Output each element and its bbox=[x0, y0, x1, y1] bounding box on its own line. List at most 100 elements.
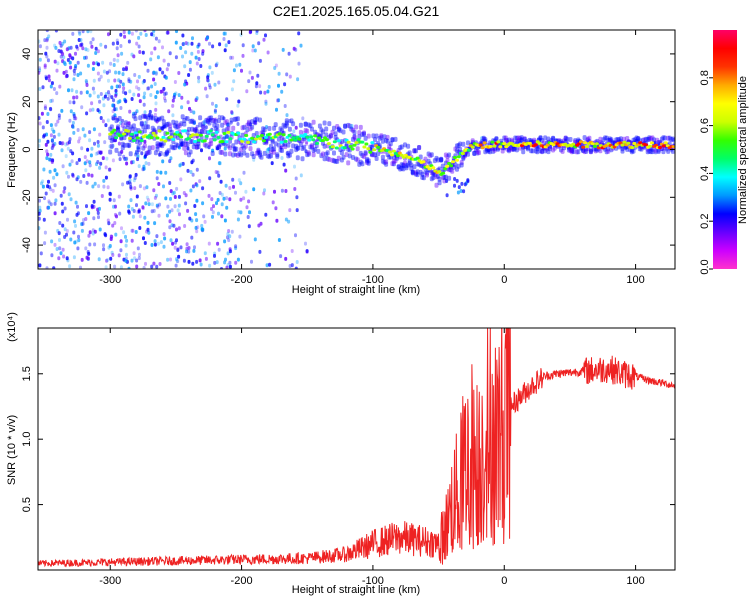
spectrogram-cell bbox=[210, 197, 214, 202]
spectrogram-cell bbox=[93, 242, 97, 247]
spectrogram-cell bbox=[434, 155, 439, 161]
spectrogram-cell bbox=[113, 204, 117, 209]
spectrogram-cell bbox=[38, 70, 41, 75]
spectrogram-cell bbox=[137, 44, 141, 49]
spectrogram-cell bbox=[179, 142, 183, 147]
spectrogram-cell bbox=[107, 167, 111, 172]
spectrogram-cell bbox=[179, 121, 184, 127]
spectrogram-cell bbox=[138, 252, 141, 257]
spectrogram-cell bbox=[98, 99, 102, 104]
spectrogram-cell bbox=[344, 142, 349, 148]
spectrogram-cell bbox=[105, 156, 109, 161]
spectrogram-cell bbox=[240, 139, 245, 143]
spectrogram-cell bbox=[226, 235, 229, 240]
spectrogram-cell bbox=[137, 86, 141, 91]
spectrogram-cell bbox=[177, 203, 181, 208]
spectrogram-cell bbox=[262, 191, 266, 196]
spectrogram-cell bbox=[263, 135, 268, 139]
spectrogram-cell bbox=[213, 118, 218, 124]
spectrogram-cell bbox=[80, 222, 84, 227]
spectrogram-cell bbox=[284, 256, 288, 261]
spectrogram-cell bbox=[284, 122, 289, 128]
spectrogram-cell bbox=[99, 74, 103, 79]
spectrogram-cell bbox=[285, 72, 289, 77]
spectrogram-cell bbox=[187, 152, 191, 158]
spectrogram-cell bbox=[335, 158, 340, 164]
spectrogram-cell bbox=[560, 148, 565, 154]
spectrogram-cell bbox=[295, 155, 300, 161]
spectrogram-cell bbox=[135, 136, 140, 140]
spectrogram-cell bbox=[289, 138, 294, 142]
chart-title: C2E1.2025.165.05.04.G21 bbox=[273, 3, 440, 19]
spectrogram-cell bbox=[453, 162, 458, 168]
spectrogram-cell bbox=[90, 204, 94, 208]
spectrogram-cell bbox=[100, 194, 104, 198]
spectrogram-cell bbox=[484, 147, 489, 153]
spectrogram-cell bbox=[96, 49, 100, 54]
spectrogram-cell bbox=[447, 175, 452, 181]
spectrogram-cell bbox=[642, 137, 647, 143]
spectrogram-cell bbox=[432, 158, 437, 164]
spectrogram-cell bbox=[131, 113, 136, 119]
spectrogram-cell bbox=[169, 144, 174, 150]
spectrogram-cell bbox=[207, 145, 211, 150]
spectrogram-cell bbox=[153, 150, 158, 156]
spectrogram-cell bbox=[152, 70, 156, 75]
spectrogram-cell bbox=[176, 248, 180, 252]
spectrogram-cell bbox=[571, 142, 576, 146]
spectrogram-cell bbox=[126, 129, 130, 133]
spectrogram-cell bbox=[409, 165, 414, 171]
spectrogram-cell bbox=[652, 137, 656, 143]
spectrogram-cell bbox=[216, 241, 220, 246]
spectrogram-cell bbox=[333, 131, 338, 137]
spectrogram-cell bbox=[581, 147, 586, 153]
spectrogram-cell bbox=[112, 98, 115, 103]
spectrogram-cell bbox=[91, 67, 95, 71]
spectrogram-cell bbox=[177, 254, 181, 259]
spectrogram-cell bbox=[143, 91, 147, 96]
spectrogram-cell bbox=[297, 31, 301, 36]
spectrogram-cell bbox=[603, 135, 608, 141]
spectrogram-cell bbox=[258, 117, 262, 123]
spectrogram-cell bbox=[183, 64, 187, 69]
spectrogram-cell bbox=[163, 92, 167, 97]
spectrogram-cell bbox=[133, 186, 137, 191]
spectrogram-cell bbox=[72, 116, 76, 121]
spectrogram-cell bbox=[265, 153, 270, 159]
spectrogram-cell bbox=[59, 251, 63, 256]
spectrogram-cell bbox=[503, 137, 508, 143]
spectrogram-cell bbox=[192, 120, 196, 125]
spectrogram-cell bbox=[551, 135, 556, 141]
spectrogram-cell bbox=[90, 44, 94, 49]
spectrogram-cell bbox=[166, 121, 171, 127]
spectrogram-cell bbox=[142, 95, 146, 100]
spectrogram-cell bbox=[346, 146, 351, 152]
snr-x-ticks: -300 -200 -100 0 100 bbox=[99, 328, 645, 587]
spectrogram-cell bbox=[160, 143, 165, 149]
spectrogram-cell bbox=[188, 60, 192, 65]
spectrogram-cell bbox=[606, 146, 611, 152]
spectrogram-cell bbox=[163, 236, 167, 241]
spectrogram-cell bbox=[85, 83, 89, 87]
spectrogram-cell bbox=[362, 154, 366, 160]
spectrogram-cell bbox=[650, 135, 655, 141]
spectrogram-cell bbox=[85, 204, 88, 209]
spectrogram-cell bbox=[201, 125, 206, 131]
spectrogram-cell bbox=[304, 149, 308, 154]
spectrogram-cell bbox=[114, 93, 118, 98]
spectrogram-cell bbox=[175, 130, 180, 134]
spectrogram-cell bbox=[149, 136, 154, 140]
spectrogram-cell bbox=[47, 199, 51, 204]
spectrogram-cell bbox=[234, 139, 239, 145]
spectrogram-cell bbox=[510, 137, 515, 143]
spectrogram-cell bbox=[232, 68, 236, 73]
spectrogram-cell bbox=[390, 161, 395, 167]
spectrogram-cell bbox=[324, 132, 329, 138]
spectrogram-cell bbox=[86, 147, 90, 152]
spectrogram-cell bbox=[546, 136, 551, 142]
spectrogram-cell bbox=[207, 115, 212, 121]
spectrogram-cell bbox=[138, 115, 143, 121]
spectrogram-cell bbox=[208, 263, 212, 268]
spectrogram-cell bbox=[53, 201, 57, 206]
spectrogram-cell bbox=[74, 223, 77, 228]
